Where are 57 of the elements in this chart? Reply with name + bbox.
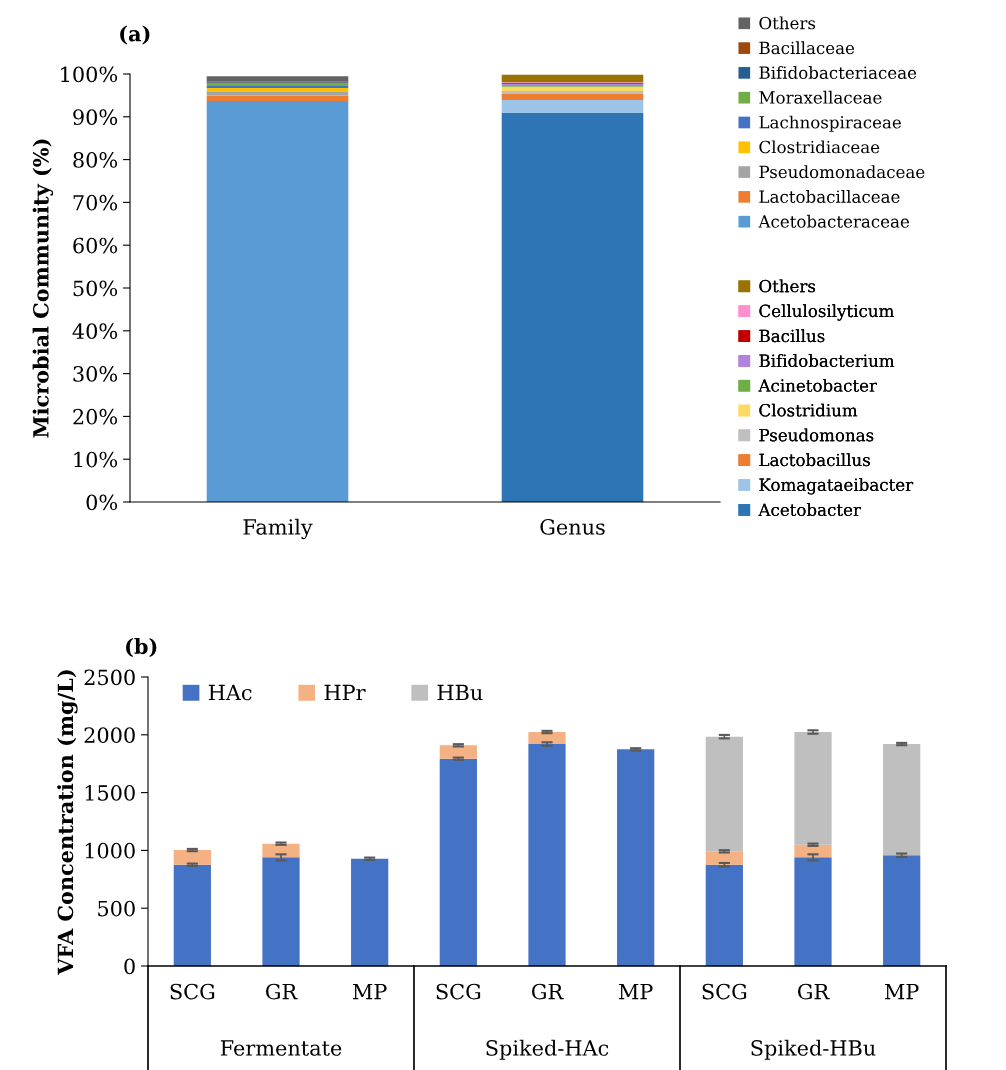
legend-label: HBu — [437, 684, 483, 701]
y-tick-label: 60% — [73, 237, 118, 254]
legend-label: Bacillus — [759, 329, 825, 343]
legend-label: Komagataeibacter — [759, 478, 914, 495]
y-tick-label: 100% — [61, 66, 118, 83]
legend-label: Acetobacter — [758, 503, 861, 517]
legend-label: HAc — [208, 684, 252, 701]
chart-title: (b) — [126, 638, 157, 658]
text: Spiked-HBu — [751, 1039, 876, 1060]
y-tick-label: 40% — [72, 323, 118, 340]
x-tick-label: GR — [266, 983, 298, 1000]
x-tick-label: Family — [243, 518, 313, 540]
legend-label: Pseudomonas — [759, 428, 874, 442]
x-tick-label: GR — [532, 983, 564, 1000]
legend-label: Cellulosilyticum — [759, 304, 894, 321]
legend-label: Pseudomonadaceae — [759, 165, 925, 179]
legend-label: Bifidobacteriaceae — [759, 66, 917, 79]
y-tick-label: 1500 — [85, 785, 135, 801]
y-tick-label: 1000 — [85, 842, 135, 859]
text: Fermentate — [220, 1040, 342, 1056]
y-tick-label: 0% — [86, 494, 118, 511]
y-tick-label: 2500 — [84, 669, 135, 686]
legend-label: Others — [759, 16, 816, 30]
text: Spiked-HAc — [486, 1039, 609, 1060]
legend-label: Lactobacillaceae — [759, 190, 900, 203]
legend-label: Moraxellaceae — [759, 90, 882, 104]
y-tick-label: 20% — [73, 408, 118, 425]
y-tick-label: 10% — [74, 451, 118, 468]
legend-label: Acinetobacter — [758, 378, 877, 392]
y-tick-label: 50% — [73, 280, 118, 297]
x-tick-label: MP — [885, 983, 919, 1000]
x-tick-label: MP — [619, 983, 653, 1000]
y-tick-label: 0 — [124, 958, 135, 975]
chart-title: (a) — [120, 25, 150, 45]
x-tick-label: SCG — [170, 983, 215, 1000]
legend-label: Bacillaceae — [759, 41, 855, 55]
legend-label: Acetobacteraceae — [758, 214, 909, 228]
y-axis-title: VFA Concentration (mg/L) — [57, 670, 78, 975]
legend-label: Bifidobacterium — [759, 354, 895, 367]
legend-label: HPr — [324, 684, 366, 701]
y-tick-label: 500 — [98, 900, 135, 917]
y-tick-label: 80% — [73, 152, 118, 168]
legend-label: Clostridiaceae — [759, 140, 880, 154]
x-tick-label: SCG — [702, 983, 747, 1000]
x-tick-label: Genus — [540, 519, 605, 535]
y-tick-label: 70% — [73, 194, 118, 211]
x-tick-label: SCG — [436, 983, 481, 1000]
y-axis-title: Microbial Community (%) — [32, 139, 54, 438]
x-tick-label: GR — [798, 983, 830, 1000]
legend-label: Others — [759, 279, 816, 293]
y-tick-label: 30% — [73, 366, 118, 382]
legend-label: Lactobacillus — [759, 453, 870, 467]
y-tick-label: 2000 — [84, 727, 135, 744]
x-tick-label: MP — [353, 983, 387, 1000]
legend-label: Clostridium — [759, 403, 858, 417]
legend-label: Lachnospiraceae — [759, 115, 901, 132]
y-tick-label: 90% — [73, 109, 118, 126]
